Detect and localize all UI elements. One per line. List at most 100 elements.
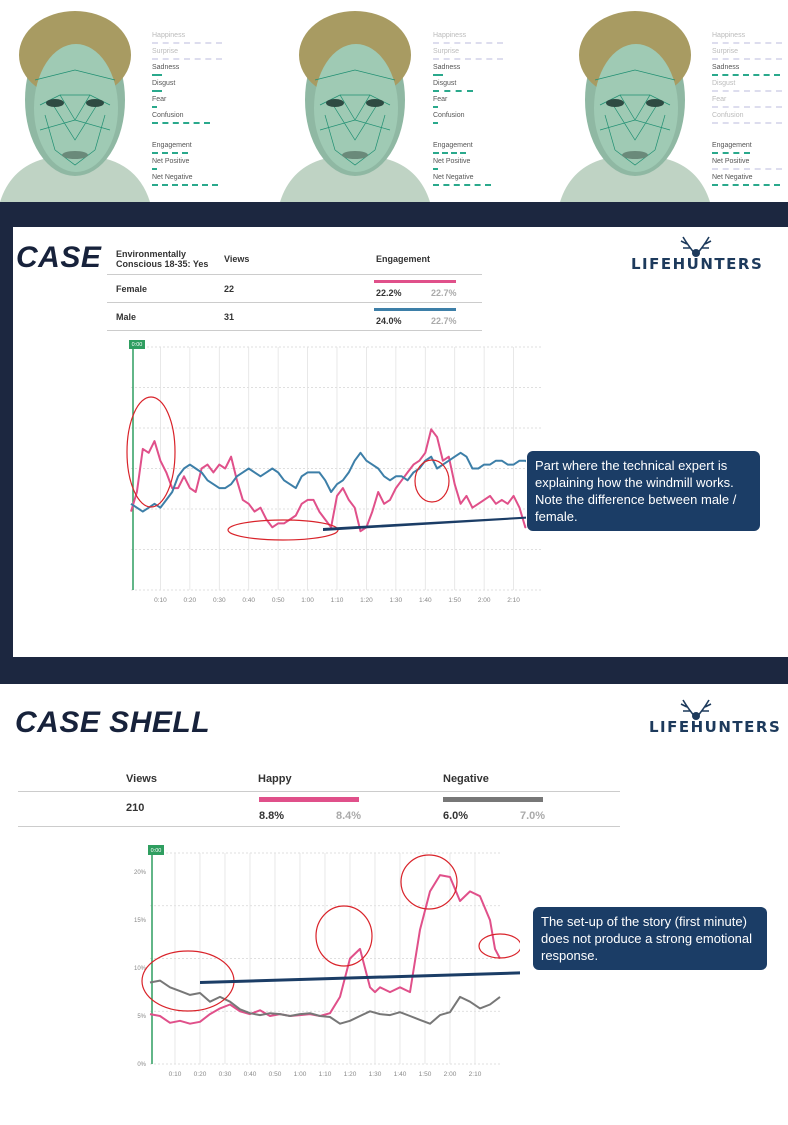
mesh-line	[44, 114, 56, 151]
emotion-level-bar	[712, 72, 780, 76]
emotion-level-bar	[712, 166, 782, 170]
views-value: 210	[126, 802, 145, 814]
mesh-line	[599, 119, 671, 131]
emotion-level-bar	[152, 72, 162, 76]
emotion-level-bar	[433, 72, 443, 76]
eye	[46, 99, 64, 107]
emotion-label: Sadness	[433, 64, 461, 71]
row-benchmark: 22.7%	[431, 288, 457, 298]
table-header-segment: Environmentally Conscious 18-35: Yes	[116, 249, 209, 269]
emotion-label: Happiness	[433, 32, 467, 39]
mouth	[342, 151, 368, 159]
mesh-line	[334, 149, 376, 166]
emotion-level-bar	[433, 182, 491, 186]
mesh-line	[594, 69, 676, 81]
emotion-label: Net Negative	[433, 174, 474, 181]
female-engagement-bar	[374, 280, 456, 283]
face-mesh-image	[560, 11, 710, 202]
mesh-line	[609, 99, 661, 141]
logo-text: LIFEHUNTERS	[649, 718, 782, 736]
mesh-line	[319, 119, 391, 131]
mesh-line	[329, 99, 381, 141]
divider	[107, 274, 482, 275]
emotion-list: Happiness Surprise Sadness Disgust Fear Confu…	[712, 31, 782, 189]
mesh-line	[614, 149, 656, 166]
emotion-list: Happiness Surprise Sadness Disgust Fear Confu…	[433, 31, 503, 189]
face-analysis-strip: Happiness Surprise Sadness Disgust Fear Confu…	[0, 0, 788, 202]
negative-value: 6.0%	[443, 810, 469, 822]
emotion-level-bar	[152, 88, 162, 92]
row-engagement: 24.0%	[376, 316, 402, 326]
table-header-views: Views	[224, 254, 250, 264]
emotion-level-bar	[433, 56, 503, 60]
eye	[86, 99, 104, 107]
emotion-label: Sadness	[152, 64, 180, 71]
x-tick-label: 1:10	[331, 597, 344, 604]
mesh-line	[314, 69, 396, 81]
row-engagement: 22.2%	[376, 288, 402, 298]
happy-benchmark: 8.4%	[336, 810, 362, 822]
highlight-circle	[478, 933, 520, 959]
x-tick-label: 1:30	[390, 597, 403, 604]
emotion-label: Fear	[152, 96, 167, 103]
x-tick-label: 0:30	[213, 597, 226, 604]
x-tick-label: 2:10	[469, 1071, 482, 1078]
mesh-line	[54, 149, 96, 166]
mesh-line	[324, 114, 336, 151]
mesh-line	[94, 114, 106, 151]
x-tick-label: 1:30	[369, 1071, 382, 1078]
callout-note: Part where the technical expert is expla…	[527, 451, 760, 531]
highlight-circle	[126, 396, 176, 508]
happy-bar	[259, 797, 359, 802]
emotion-label: Net Negative	[712, 174, 753, 181]
y-tick-label: 20%	[134, 870, 147, 876]
callout-note: The set-up of the story (first minute) d…	[533, 907, 767, 970]
emotion-label: Happiness	[712, 32, 746, 39]
highlight-circle	[414, 459, 450, 503]
row-benchmark: 22.7%	[431, 316, 457, 326]
emotion-level-bar	[152, 104, 157, 108]
emotion-label: Confusion	[712, 112, 744, 119]
time-marker-badge	[129, 340, 145, 349]
emotion-level-bar	[152, 166, 157, 170]
emotion-level-bar	[712, 40, 782, 44]
emotion-label: Surprise	[712, 48, 739, 55]
y-tick-label: 15%	[134, 918, 147, 924]
case-shell-title: CASE SHELL	[15, 706, 211, 739]
emotion-level-bar	[433, 166, 438, 170]
x-tick-label: 0:50	[272, 597, 285, 604]
series-line	[130, 451, 543, 513]
emotion-level-bar	[433, 104, 438, 108]
series-line	[149, 874, 501, 1025]
x-tick-label: 1:20	[360, 597, 373, 604]
male-engagement-bar	[374, 308, 456, 311]
emotion-label: Happiness	[152, 32, 186, 39]
separator-bar	[0, 657, 788, 684]
emotion-label: Fear	[712, 96, 727, 103]
emotion-label: Sadness	[712, 64, 740, 71]
emotion-level-bar	[712, 182, 780, 186]
x-tick-label: 2:00	[444, 1071, 457, 1078]
x-tick-label: 0:10	[154, 597, 167, 604]
row-views: 31	[224, 312, 235, 322]
table-header-views: Views	[126, 773, 157, 785]
emotion-label: Engagement	[433, 142, 473, 149]
x-tick-label: 0:40	[244, 1071, 257, 1078]
table-header-engagement: Engagement	[376, 254, 431, 264]
mesh-line	[654, 114, 666, 151]
x-tick-label: 0:20	[184, 597, 197, 604]
row-label: Female	[116, 284, 148, 294]
eye	[646, 99, 664, 107]
mesh-line	[39, 119, 111, 131]
emotion-level-bar	[152, 150, 188, 154]
emotion-label: Surprise	[152, 48, 179, 55]
highlight-circle	[315, 905, 373, 967]
negative-benchmark: 7.0%	[520, 810, 546, 822]
eye	[326, 99, 344, 107]
emotion-label: Net Positive	[152, 158, 190, 165]
face-mesh-image	[280, 11, 430, 202]
divider	[18, 826, 620, 827]
y-tick-label: 5%	[137, 1014, 146, 1020]
divider	[107, 330, 482, 331]
x-tick-label: 0:10	[169, 1071, 182, 1078]
